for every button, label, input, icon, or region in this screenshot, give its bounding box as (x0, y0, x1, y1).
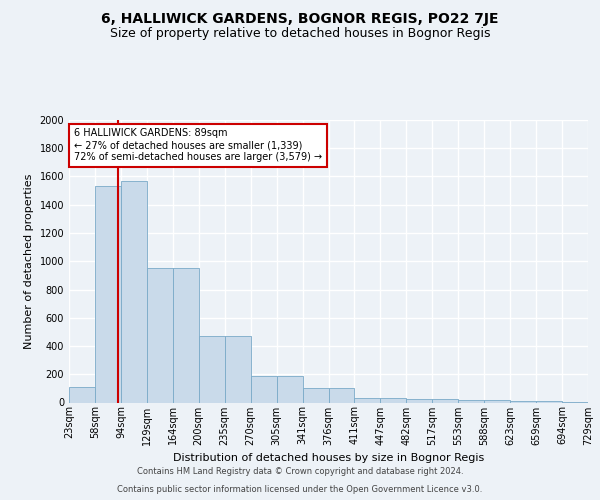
Bar (510, 401, 536, 402)
Text: Contains public sector information licensed under the Open Government Licence v3: Contains public sector information licen… (118, 485, 482, 494)
Bar (147, 268, 173, 402)
Bar (199, 336, 224, 402)
Text: Contains HM Land Registry data © Crown copyright and database right 2024.: Contains HM Land Registry data © Crown c… (137, 467, 463, 476)
Bar (406, 399, 432, 402)
X-axis label: Distribution of detached houses by size in Bognor Regis: Distribution of detached houses by size … (173, 453, 484, 463)
Text: 6, HALLIWICK GARDENS, BOGNOR REGIS, PO22 7JE: 6, HALLIWICK GARDENS, BOGNOR REGIS, PO22… (101, 12, 499, 26)
Bar (536, 401, 562, 402)
Bar (355, 398, 380, 402)
Bar (484, 400, 510, 402)
Bar (433, 399, 458, 402)
Bar (380, 398, 406, 402)
Bar (329, 388, 355, 402)
Bar (121, 182, 147, 402)
Text: Size of property relative to detached houses in Bognor Regis: Size of property relative to detached ho… (110, 28, 490, 40)
Bar (69, 387, 95, 402)
Text: 6 HALLIWICK GARDENS: 89sqm
← 27% of detached houses are smaller (1,339)
72% of s: 6 HALLIWICK GARDENS: 89sqm ← 27% of deta… (74, 128, 322, 162)
Bar (458, 400, 484, 402)
Bar (302, 388, 329, 402)
Y-axis label: Number of detached properties: Number of detached properties (24, 174, 34, 349)
Bar (277, 376, 302, 402)
Bar (251, 376, 277, 402)
Bar (95, 186, 121, 402)
Bar (173, 268, 199, 402)
Bar (225, 336, 251, 402)
